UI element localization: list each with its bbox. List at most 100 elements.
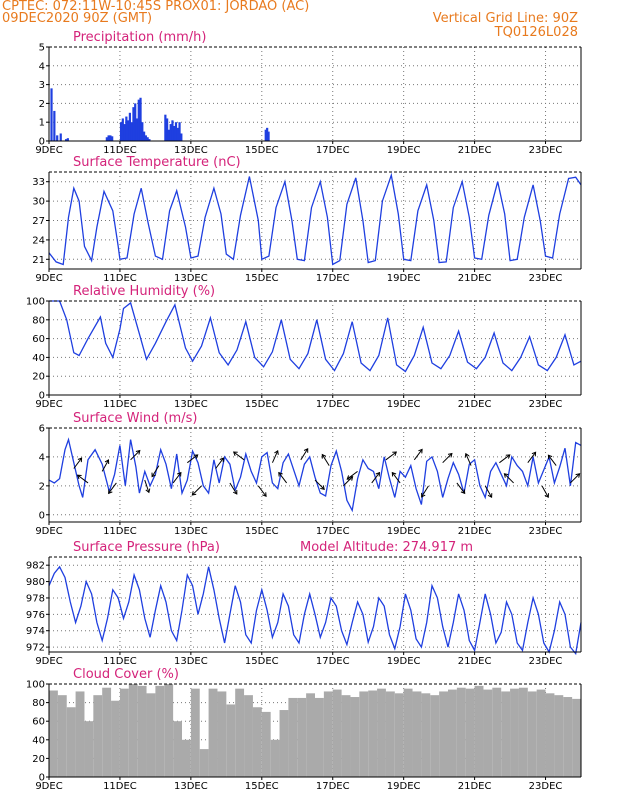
y-tick-label: 1 (39, 118, 45, 129)
y-tick-label: 982 (26, 561, 45, 572)
bar (385, 691, 395, 777)
x-tick-label: 9DEC (35, 781, 62, 792)
wind-vector (257, 485, 267, 497)
bar (119, 688, 129, 777)
bar (554, 695, 564, 777)
wind-vector (191, 485, 202, 496)
x-tick-label: 21DEC (458, 781, 492, 792)
bar (155, 685, 165, 777)
wind-vector (464, 452, 472, 466)
header-code: TQ0126L028 (494, 25, 578, 40)
wind-vector-head (177, 471, 182, 477)
bar (266, 127, 269, 141)
wind-vector (144, 479, 151, 494)
x-tick-label: 23DEC (529, 526, 563, 537)
bar (132, 107, 135, 141)
bar (315, 697, 324, 777)
panel-title: Relative Humidity (%) (73, 284, 215, 299)
bar (421, 693, 431, 777)
wind-vector-head (108, 489, 113, 495)
bar (164, 114, 167, 141)
wind-vector-shaft (314, 479, 325, 490)
bar (167, 129, 171, 141)
wind-vector-shaft (421, 485, 429, 498)
wind-vector-head (391, 471, 397, 477)
y-tick-label: 27 (32, 216, 45, 227)
wind-vector-head (418, 448, 423, 454)
wind-vector-head (392, 451, 398, 456)
wind-vector (570, 473, 581, 484)
wind-vector (130, 449, 141, 461)
y-tick-label: 974 (26, 626, 45, 637)
bar (169, 124, 172, 141)
x-tick-label: 15DEC (245, 145, 279, 156)
x-tick-label: 21DEC (458, 656, 492, 667)
series-line (48, 172, 582, 266)
bar (288, 697, 298, 777)
bar (56, 135, 59, 141)
x-tick-label: 11DEC (103, 399, 137, 410)
bar (403, 688, 413, 777)
bar (208, 688, 218, 777)
wind-vector (314, 479, 325, 490)
x-tick-label: 17DEC (316, 656, 350, 667)
bar (49, 690, 58, 777)
bar (75, 691, 85, 777)
wind-vector-shaft (108, 482, 117, 494)
y-tick-label: 5 (39, 43, 45, 54)
x-tick-label: 19DEC (387, 399, 421, 410)
bar (270, 739, 280, 777)
wind-vector-shaft (385, 451, 397, 461)
wind-vector-head (193, 454, 199, 459)
wind-vector-shaft (456, 482, 466, 494)
wind-vector-shaft (547, 454, 557, 466)
wind-vector (187, 454, 199, 464)
wind-vector-shaft (570, 473, 580, 484)
bar (137, 99, 140, 141)
x-tick-label: 13DEC (174, 781, 208, 792)
wind-vector-head (320, 485, 325, 490)
y-tick-label: 6 (39, 424, 45, 435)
x-tick-label: 17DEC (316, 399, 350, 410)
bar (297, 697, 307, 777)
wind-vector (346, 470, 358, 480)
header-grid-note: Vertical Grid Line: 90Z (432, 11, 578, 26)
bar (563, 697, 573, 777)
x-tick-label: 21DEC (458, 273, 492, 284)
bar (134, 103, 137, 141)
bar (137, 685, 147, 777)
wind-vector (421, 485, 429, 498)
x-tick-label: 17DEC (316, 273, 350, 284)
bar (64, 139, 68, 141)
x-tick-label: 11DEC (103, 273, 137, 284)
wind-vector-shaft (504, 473, 514, 484)
wind-vector (278, 471, 288, 484)
wind-vector-head (77, 457, 83, 463)
y-tick-label: 40 (32, 353, 45, 364)
wind-vector-head (375, 471, 381, 477)
bar (332, 689, 342, 777)
x-tick-label: 19DEC (387, 656, 421, 667)
bar (226, 704, 236, 777)
wind-vector-shaft (229, 482, 238, 495)
x-tick-label: 9DEC (35, 399, 62, 410)
wind-vector-head (503, 473, 509, 478)
y-tick-label: 30 (32, 197, 45, 208)
series-line (48, 565, 582, 656)
y-tick-label: 2 (39, 481, 45, 492)
header-station-line: CPTEC: 072:11W-10:45S PROX01: JORDAO (AC… (2, 0, 310, 14)
x-tick-label: 23DEC (529, 399, 563, 410)
wind-vector-shaft (187, 454, 199, 464)
wind-vector (371, 471, 381, 484)
x-tick-label: 19DEC (387, 526, 421, 537)
wind-vector-head (151, 472, 156, 478)
bar (130, 122, 133, 141)
wind-vector (527, 451, 537, 464)
bar (323, 691, 333, 777)
bar (483, 689, 493, 777)
bar (176, 127, 179, 141)
y-tick-label: 60 (32, 717, 45, 728)
wind-vector-head (575, 473, 581, 478)
wind-vector (503, 473, 514, 484)
bar (84, 721, 94, 777)
